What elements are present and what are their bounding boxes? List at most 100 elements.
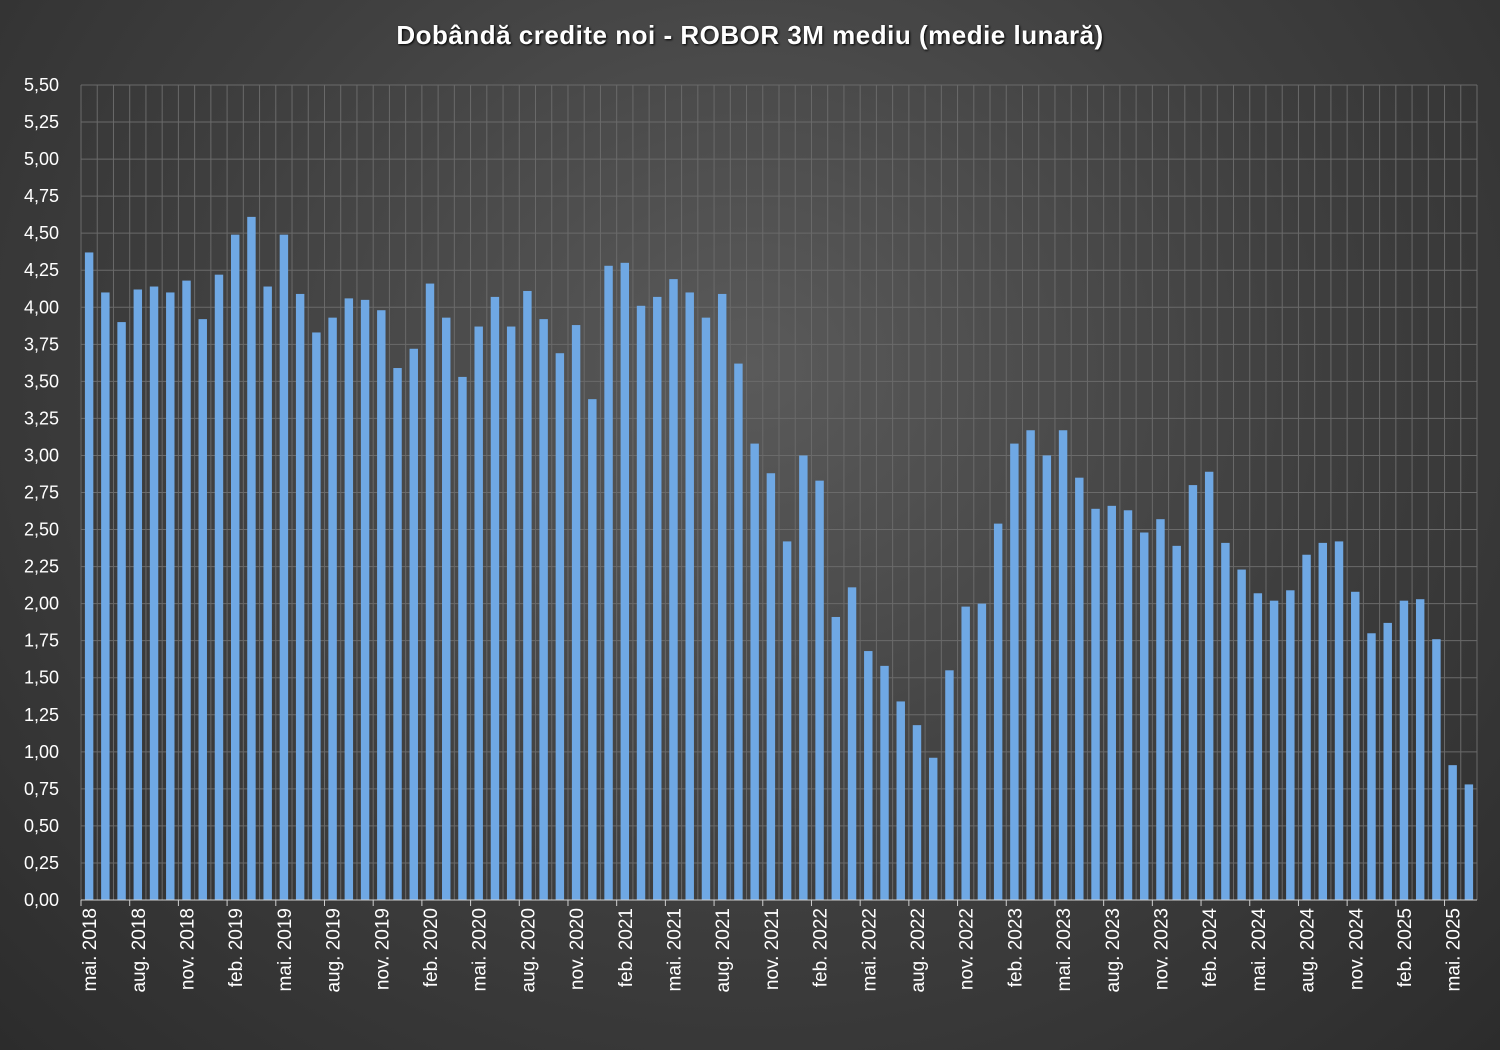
- bar: apr. 2024: 2.23: [1237, 569, 1246, 900]
- y-tick-label: 4,50: [24, 223, 59, 243]
- bar: mai. 2024: 2.07: [1253, 593, 1263, 900]
- x-tick-label: feb. 2024: [1200, 908, 1221, 988]
- bar: feb. 2025: 2.02: [1399, 600, 1409, 900]
- bar: mar. 2021: 4.01: [636, 305, 646, 901]
- bar: mai. 2023: 3.17: [1058, 430, 1068, 900]
- bar: feb. 2024: 2.89: [1204, 471, 1214, 900]
- x-tick-label: nov. 2019: [372, 908, 393, 990]
- bar: nov. 2021: 2.88: [766, 473, 776, 900]
- grid-layer: [80, 84, 1478, 901]
- bar: mai. 2025: 0.91: [1448, 765, 1457, 900]
- x-tick-label: nov. 2021: [762, 908, 783, 990]
- y-tick-label: 2,00: [24, 594, 59, 614]
- y-tick-label: 2,25: [24, 557, 59, 577]
- x-tick-label: mai. 2023: [1054, 908, 1075, 991]
- bar: mai. 2019: 4.49: [279, 234, 289, 900]
- y-tick-label: 0,25: [24, 853, 59, 873]
- bar: iun. 2023: 2.85: [1075, 477, 1084, 900]
- bar: apr. 2025: 1.76: [1432, 639, 1441, 900]
- x-tick-label: aug. 2022: [908, 908, 929, 993]
- x-tick-label: feb. 2020: [421, 908, 442, 987]
- bar: mar. 2019: 4.61: [247, 216, 256, 900]
- x-tick-label: mai. 2024: [1249, 908, 1270, 992]
- bar: iul. 2020: 3.87: [506, 326, 516, 900]
- y-tick-label: 4,25: [24, 260, 59, 280]
- y-tick-label: 0,50: [24, 816, 59, 836]
- bar: iul. 2023: 2.64: [1091, 508, 1100, 900]
- bar: sept. 2022: 0.96: [928, 757, 938, 900]
- bar: sept. 2023: 2.63: [1123, 510, 1133, 900]
- x-tick-label: aug. 2021: [713, 908, 734, 993]
- bar: sept. 2020: 3.92: [539, 319, 548, 900]
- bar: dec. 2024: 1.8: [1367, 633, 1376, 900]
- x-tick-label: mai. 2021: [664, 908, 685, 991]
- bar: iul. 2022: 1.34: [896, 701, 905, 900]
- bar: iun. 2025: 0.78: [1464, 784, 1474, 900]
- x-tick-label: nov. 2024: [1346, 908, 1367, 990]
- bar: nov. 2019: 3.98: [377, 310, 386, 901]
- bar: iun. 2022: 1.58: [880, 665, 889, 900]
- bar: iun. 2021: 4.1: [685, 292, 694, 900]
- chart-title: Dobândă credite noi - ROBOR 3M mediu (me…: [396, 20, 1104, 50]
- bar: feb. 2022: 2.83: [815, 480, 824, 900]
- bar: dec. 2023: 2.39: [1172, 545, 1181, 900]
- bar: sept. 2018: 4.14: [149, 286, 159, 900]
- bar: aug. 2022: 1.18: [912, 725, 922, 900]
- bar: sept. 2021: 3.62: [734, 363, 743, 901]
- bar: aug. 2019: 3.93: [328, 317, 337, 900]
- bar: nov. 2024: 2.08: [1351, 591, 1360, 900]
- y-tick-label: 1,50: [24, 668, 59, 688]
- bar: sept. 2024: 2.41: [1318, 542, 1328, 900]
- y-tick-label: 1,00: [24, 742, 59, 762]
- bar: iul. 2018: 3.9: [117, 322, 126, 900]
- x-tick-label: mai. 2022: [859, 908, 880, 991]
- bar: aug. 2018: 4.12: [133, 289, 143, 900]
- bar: iul. 2019: 3.83: [312, 332, 321, 900]
- bar: oct. 2024: 2.42: [1334, 541, 1344, 900]
- y-tick-label: 3,25: [24, 408, 59, 428]
- bar: oct. 2020: 3.69: [555, 353, 565, 900]
- bar: aug. 2020: 4.11: [523, 290, 532, 900]
- bar: ian. 2024: 2.8: [1188, 485, 1198, 900]
- bar: ian. 2020: 3.72: [409, 348, 418, 900]
- bar: nov. 2022: 1.98: [961, 606, 970, 900]
- y-tick-label: 3,75: [24, 334, 59, 354]
- x-tick-label: mai. 2020: [470, 908, 491, 991]
- bar: ian. 2021: 4.28: [604, 265, 613, 900]
- bar: apr. 2019: 4.14: [263, 286, 272, 900]
- x-tick-label: feb. 2025: [1395, 908, 1416, 987]
- y-tick-label: 3,50: [24, 371, 59, 391]
- y-axis: 0,00 0,25 0,50 0,75 1,00 1,25 1,50 1,75 2,00 2,25…: [24, 75, 59, 910]
- bar: aug. 2021: 4.09: [717, 293, 727, 900]
- bar: iun. 2018: 4.1: [101, 292, 110, 900]
- bar: oct. 2019: 4.05: [360, 299, 370, 900]
- y-tick-label: 5,50: [24, 75, 59, 95]
- bar: dec. 2022: 2: [977, 603, 987, 900]
- bar: apr. 2022: 2.11: [847, 587, 857, 900]
- x-tick-label: nov. 2023: [1151, 908, 1172, 990]
- bar: nov. 2023: 2.57: [1156, 519, 1165, 900]
- y-tick-label: 2,50: [24, 520, 59, 540]
- bar: nov. 2018: 4.18: [182, 280, 191, 901]
- bar: ian. 2025: 1.87: [1383, 622, 1392, 900]
- bar: nov. 2020: 3.88: [571, 325, 581, 900]
- bar: iun. 2020: 4.07: [490, 296, 500, 900]
- bar: dec. 2021: 2.42: [782, 541, 792, 900]
- y-tick-label: 3,00: [24, 445, 59, 465]
- bar: oct. 2021: 3.08: [750, 443, 759, 900]
- bar: dec. 2020: 3.38: [588, 399, 597, 900]
- y-tick-label: 0,00: [24, 890, 59, 910]
- bar: sept. 2019: 4.06: [344, 298, 354, 900]
- bar: mai. 2020: 3.87: [474, 326, 483, 900]
- bar: aug. 2024: 2.33: [1302, 554, 1311, 900]
- x-tick-label: mai. 2025: [1444, 908, 1465, 991]
- y-tick-label: 5,00: [24, 149, 59, 169]
- x-tick-label: feb. 2021: [616, 908, 637, 987]
- bar: dec. 2018: 3.92: [198, 319, 207, 900]
- x-tick-label: aug. 2018: [129, 908, 150, 993]
- bar: dec. 2019: 3.59: [393, 368, 402, 900]
- bar: feb. 2023: 3.08: [1010, 443, 1019, 900]
- bar: mar. 2024: 2.41: [1221, 542, 1230, 900]
- bar: mar. 2025: 2.03: [1415, 599, 1425, 900]
